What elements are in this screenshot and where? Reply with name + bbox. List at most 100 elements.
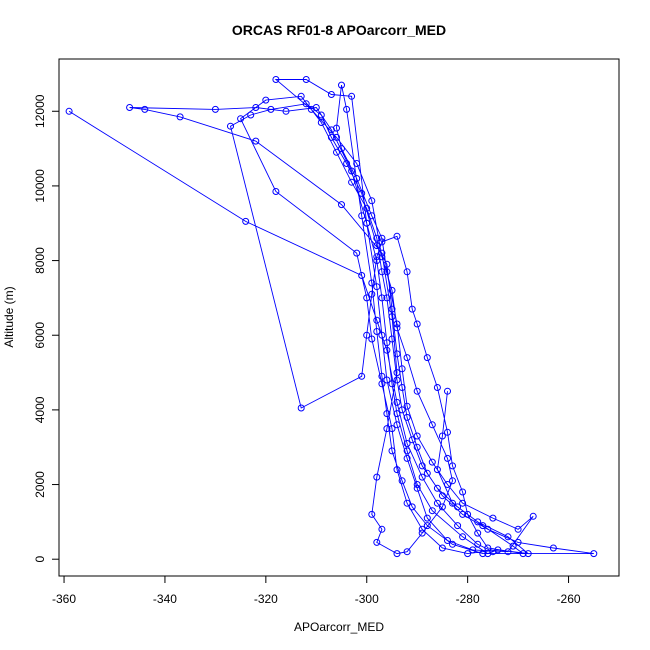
data-point <box>423 354 431 362</box>
data-point <box>418 462 426 470</box>
data-point <box>368 197 376 205</box>
data-point <box>403 268 411 276</box>
data-point <box>65 107 73 115</box>
data-point <box>514 538 522 546</box>
data-point <box>408 305 416 313</box>
data-point <box>393 232 401 240</box>
data-point <box>333 148 340 156</box>
data-point <box>358 212 366 220</box>
data-point <box>449 540 456 548</box>
data-point <box>282 107 290 115</box>
data-point <box>413 387 421 395</box>
data-point <box>428 507 436 515</box>
data-point <box>423 469 431 477</box>
data-point <box>307 105 315 113</box>
data-point <box>393 410 401 418</box>
data-point <box>378 380 386 388</box>
data-point <box>333 133 340 141</box>
data-point <box>373 316 381 324</box>
data-point <box>504 533 512 541</box>
data-point <box>388 380 396 388</box>
y-tick-label: 10000 <box>33 169 47 203</box>
data-point <box>464 550 472 558</box>
data-point <box>378 268 386 276</box>
data-point <box>373 242 381 250</box>
data-point <box>378 249 386 257</box>
data-point <box>479 522 487 530</box>
data-point <box>479 550 487 558</box>
data-point <box>393 550 401 558</box>
data-point <box>383 376 391 384</box>
data-point <box>373 328 381 335</box>
data-point <box>327 133 335 141</box>
data-point <box>297 404 305 412</box>
data-point <box>398 406 406 414</box>
data-point <box>413 432 421 440</box>
data-point <box>444 454 451 462</box>
data-point <box>383 346 391 354</box>
data-point <box>393 324 401 332</box>
series-layer <box>65 76 598 558</box>
data-point <box>262 96 270 104</box>
data-point <box>338 201 345 209</box>
data-point <box>378 331 386 339</box>
data-point <box>474 518 482 526</box>
data-point <box>504 548 512 556</box>
y-tick-label: 12000 <box>33 94 47 128</box>
data-point <box>388 305 396 313</box>
data-point <box>388 313 396 321</box>
data-point <box>388 447 396 455</box>
data-point <box>242 217 250 225</box>
y-tick-label: 4000 <box>33 396 47 423</box>
data-point <box>418 529 426 537</box>
data-point <box>449 462 456 470</box>
data-point <box>141 105 149 113</box>
data-point <box>272 188 280 195</box>
y-axis: 0 2000 4000 6000 8000 10000 12000 <box>33 94 60 563</box>
data-point <box>378 294 386 302</box>
data-point <box>393 398 401 406</box>
x-tick-label: -260 <box>557 592 581 606</box>
data-point <box>363 294 371 302</box>
data-point <box>363 219 371 227</box>
data-point <box>403 413 411 421</box>
data-point <box>393 350 401 358</box>
data-point <box>378 253 386 261</box>
data-point <box>378 234 386 242</box>
data-point <box>393 369 401 377</box>
data-point <box>368 290 376 298</box>
data-point <box>423 514 431 522</box>
data-point <box>428 458 436 466</box>
data-point <box>444 537 451 544</box>
data-point <box>398 384 406 391</box>
data-point <box>368 335 376 343</box>
data-point <box>297 92 305 100</box>
data-point <box>338 145 345 153</box>
data-point <box>368 279 376 287</box>
data-point <box>413 443 421 451</box>
data-point <box>252 137 260 145</box>
data-point <box>368 212 376 220</box>
data-point <box>393 320 401 328</box>
data-point <box>484 525 492 533</box>
x-axis: -360 -340 -320 -300 -280 -260 <box>52 575 581 606</box>
data-point <box>433 499 441 507</box>
data-point <box>524 550 532 558</box>
data-point <box>358 372 366 380</box>
data-point <box>413 484 421 492</box>
data-point <box>474 540 482 548</box>
data-point <box>408 503 416 511</box>
data-point <box>444 428 451 436</box>
data-point <box>343 105 351 113</box>
data-point <box>433 466 441 474</box>
data-point <box>418 525 426 533</box>
data-point <box>474 529 482 537</box>
data-point <box>363 204 371 212</box>
data-point <box>353 249 361 257</box>
data-point <box>211 105 219 113</box>
data-point <box>454 522 462 530</box>
data-point <box>373 234 381 242</box>
data-point <box>514 525 522 533</box>
x-tick-label: -340 <box>153 592 177 606</box>
